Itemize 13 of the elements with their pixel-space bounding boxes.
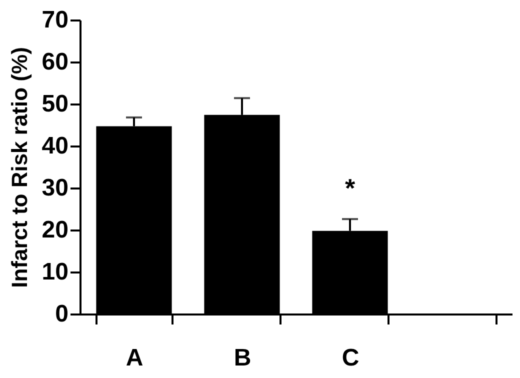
y-tick-label: 70 bbox=[42, 6, 68, 34]
y-tick-label: 40 bbox=[42, 132, 68, 160]
y-tick-label: 30 bbox=[42, 174, 68, 202]
x-tick-label: B bbox=[234, 344, 252, 372]
y-tick-label: 20 bbox=[42, 216, 68, 244]
x-tick-label: C bbox=[342, 344, 360, 372]
x-tick-label: A bbox=[126, 344, 144, 372]
y-tick-label: 10 bbox=[42, 258, 68, 286]
y-tick-label: 50 bbox=[42, 90, 68, 118]
y-tick-label: 0 bbox=[55, 300, 68, 328]
y-tick-label: 60 bbox=[42, 48, 68, 76]
y-axis-title: Infarct to Risk ratio (%) bbox=[6, 47, 32, 288]
annotation: * bbox=[344, 173, 356, 204]
